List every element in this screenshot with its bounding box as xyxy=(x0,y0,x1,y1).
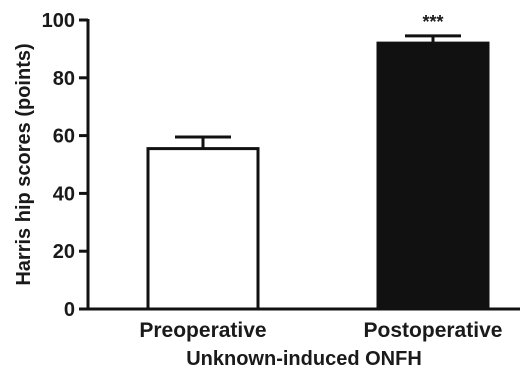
x-category-label: Postoperative xyxy=(364,319,503,342)
y-tick-label: 80 xyxy=(53,68,75,90)
x-axis-title: Unknown-induced ONFH xyxy=(186,348,422,370)
y-tick-label: 60 xyxy=(53,126,75,148)
y-tick-label: 100 xyxy=(42,10,75,32)
y-axis-ticks: 0 20 40 60 80 100 xyxy=(42,10,88,321)
bars: *** xyxy=(146,12,490,311)
y-tick-label: 0 xyxy=(64,299,75,321)
x-category-label: Preoperative xyxy=(139,319,266,342)
bar-postoperative xyxy=(376,41,490,311)
significance-label: *** xyxy=(422,12,443,32)
y-tick-label: 20 xyxy=(53,241,75,263)
y-axis-title: Harris hip scores (points) xyxy=(13,43,35,285)
bar-preoperative xyxy=(146,147,260,311)
category-labels: Preoperative Postoperative xyxy=(139,319,502,342)
y-tick-label: 40 xyxy=(53,183,75,205)
